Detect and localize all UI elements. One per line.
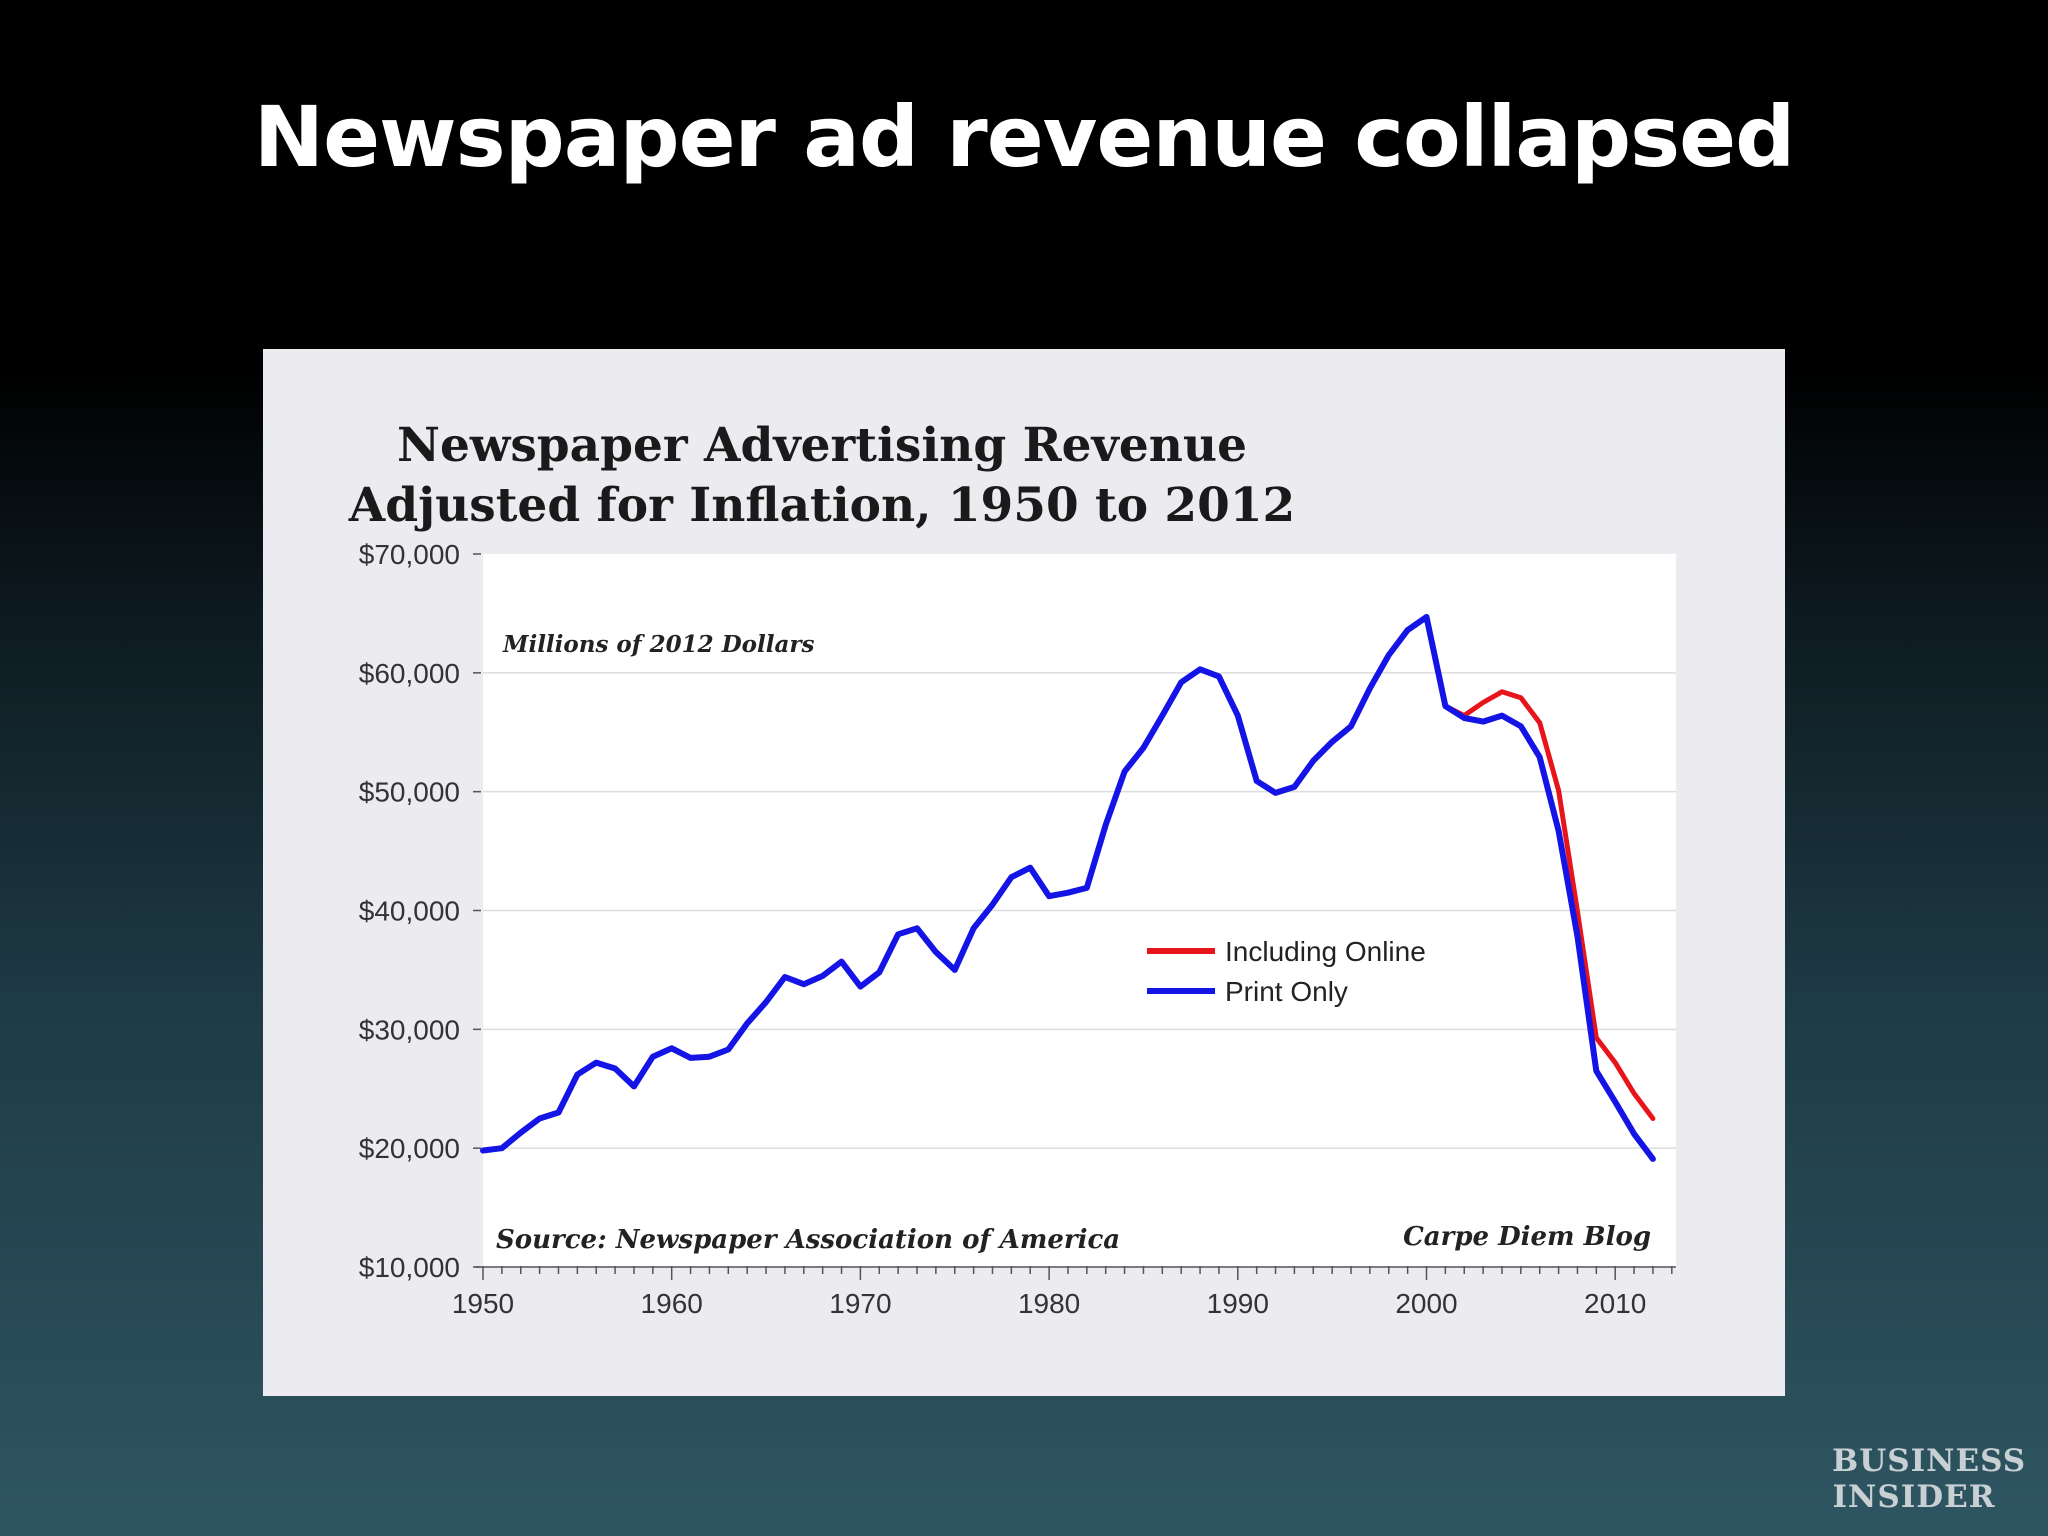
legend-label-print-only: Print Only <box>1225 976 1348 1007</box>
x-tick-label-2010: 2010 <box>1584 1288 1646 1319</box>
x-tick-label-2000: 2000 <box>1395 1288 1457 1319</box>
x-tick-label-1950: 1950 <box>452 1288 514 1319</box>
units-note: Millions of 2012 Dollars <box>502 631 814 658</box>
y-tick-label-70000: $70,000 <box>359 539 460 570</box>
series-line-print-only <box>480 614 1656 1162</box>
series-lines <box>480 614 1656 1162</box>
line-chart: Newspaper Advertising Revenue Adjusted f… <box>348 418 1676 1319</box>
y-tick-label-60000: $60,000 <box>359 658 460 689</box>
credit-note: Carpe Diem Blog <box>1403 1222 1651 1252</box>
legend-label-including-online: Including Online <box>1225 936 1426 967</box>
y-tick-label-20000: $20,000 <box>359 1133 460 1164</box>
chart-panel: Newspaper Advertising Revenue Adjusted f… <box>263 349 1785 1396</box>
legend: Including Online Print Only <box>1147 936 1426 1007</box>
source-note: Source: Newspaper Association of America <box>496 1225 1120 1255</box>
x-tick-label-1960: 1960 <box>641 1288 703 1319</box>
x-tick-label-1970: 1970 <box>829 1288 891 1319</box>
y-tick-label-40000: $40,000 <box>359 896 460 927</box>
axes: $10,000 $20,000 $30,000 $40,000 $50,000 $60,0… <box>359 539 1676 1319</box>
x-tick-label-1980: 1980 <box>1018 1288 1080 1319</box>
chart-title-line-2: Adjusted for Inflation, 1950 to 2012 <box>348 478 1296 533</box>
chart-title-line-1: Newspaper Advertising Revenue <box>397 418 1247 473</box>
y-tick-label-10000: $10,000 <box>359 1252 460 1283</box>
x-tick-label-1990: 1990 <box>1207 1288 1269 1319</box>
series-line-including-online <box>1442 689 1656 1121</box>
gridlines <box>483 672 1676 1149</box>
business-insider-logo: BUSINESS INSIDER <box>1832 1443 2027 1515</box>
y-tick-label-50000: $50,000 <box>359 777 460 808</box>
slide-title: Newspaper ad revenue collapsed <box>253 88 1795 186</box>
y-tick-label-30000: $30,000 <box>359 1014 460 1045</box>
